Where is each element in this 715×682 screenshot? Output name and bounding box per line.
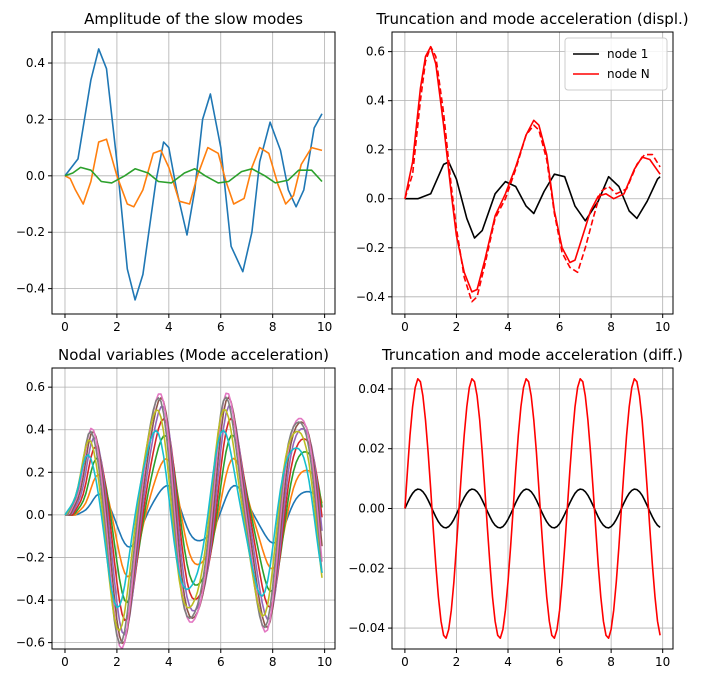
series-group (64, 48, 323, 301)
series-group (404, 378, 661, 639)
x-tick-label: 2 (453, 320, 461, 334)
y-tick-label: 0.0 (26, 169, 45, 183)
y-tick-label: −0.4 (356, 290, 385, 304)
series-line-8 (65, 396, 323, 645)
y-tick-label: 0.4 (26, 56, 45, 70)
series-line-2 (64, 138, 323, 208)
axes-frame (391, 31, 674, 315)
x-tick-label: 6 (217, 655, 225, 669)
y-tick-label: −0.4 (16, 282, 45, 296)
x-tick-label: 2 (113, 655, 121, 669)
x-tick-label: 0 (401, 655, 409, 669)
series-line-1 (404, 161, 661, 239)
y-tick-label: 0.4 (26, 423, 45, 437)
x-tick-label: 10 (317, 320, 332, 334)
y-tick-label: −0.2 (16, 550, 45, 564)
x-tick-label: 4 (165, 655, 173, 669)
y-tick-label: −0.2 (16, 225, 45, 239)
y-tick-label: 0.2 (366, 143, 385, 157)
y-tick-label: 0.00 (358, 502, 385, 516)
x-tick-label: 4 (165, 320, 173, 334)
x-tick-label: 4 (504, 655, 512, 669)
series-line-1 (64, 48, 323, 301)
x-tick-label: 4 (504, 320, 512, 334)
series-line-1 (404, 488, 661, 529)
chart-title: Nodal variables (Mode acceleration) (58, 346, 329, 364)
y-tick-label: −0.02 (348, 561, 385, 575)
chart-title: Truncation and mode acceleration (displ.… (375, 10, 688, 28)
series-group (404, 45, 661, 303)
y-tick-label: 0.2 (26, 465, 45, 479)
x-tick-label: 8 (607, 655, 615, 669)
y-tick-label: 0.0 (26, 508, 45, 522)
x-tick-label: 8 (607, 320, 615, 334)
x-tick-label: 0 (61, 655, 69, 669)
y-tick-label: 0.02 (358, 442, 385, 456)
x-tick-label: 6 (556, 320, 564, 334)
legend-box (564, 37, 668, 91)
y-tick-label: −0.4 (16, 593, 45, 607)
series-line-2 (404, 378, 661, 639)
chart-panel-3: 0 2 4 6 8 10 −0.6 −0.4 −0.2 0.0 0.2 0.4 0.6 Nodal var… (16, 346, 336, 669)
chart-panel-4: 0 2 4 6 8 10 −0.04 −0.02 0.00 0.02 0.04 Truncation … (348, 346, 683, 669)
x-tick-label: 2 (453, 655, 461, 669)
series-line-5 (65, 405, 323, 636)
y-tick-label: 0.2 (26, 112, 45, 126)
x-tick-label: 10 (317, 655, 332, 669)
x-tick-label: 10 (655, 655, 670, 669)
chart-panel-2: 0 2 4 6 8 10 −0.4 −0.2 0.0 0.2 0.4 0.6 Truncation an… (356, 10, 689, 334)
y-tick-label: 0.6 (26, 380, 45, 394)
legend-label: node 1 (607, 47, 648, 61)
x-tick-label: 0 (61, 320, 69, 334)
y-tick-label: 0.6 (366, 45, 385, 59)
series-line-6 (65, 396, 323, 645)
axes-frame (51, 31, 336, 315)
y-tick-label: 0.04 (358, 382, 385, 396)
y-tick-label: 0.4 (366, 94, 385, 108)
axes-frame (51, 367, 336, 650)
series-line-3 (404, 45, 661, 303)
x-tick-label: 6 (556, 655, 564, 669)
series-line-2 (404, 45, 661, 293)
series-line-7 (65, 392, 323, 649)
series-group (64, 392, 323, 649)
chart-title: Amplitude of the slow modes (84, 10, 303, 28)
x-tick-label: 2 (113, 320, 121, 334)
x-tick-label: 0 (401, 320, 409, 334)
y-tick-label: −0.2 (356, 241, 385, 255)
x-tick-label: 10 (655, 320, 670, 334)
x-tick-label: 6 (217, 320, 225, 334)
series-line-3 (64, 166, 323, 184)
legend-label: node N (607, 67, 650, 81)
y-tick-label: −0.04 (348, 621, 385, 635)
y-tick-label: −0.6 (16, 636, 45, 650)
y-tick-label: 0.0 (366, 192, 385, 206)
x-tick-label: 8 (269, 320, 277, 334)
series-line-10 (64, 429, 323, 609)
legend: node 1 node N (564, 37, 668, 91)
chart-title: Truncation and mode acceleration (diff.) (381, 346, 683, 364)
x-tick-label: 8 (269, 655, 277, 669)
chart-panel-1: 0 2 4 6 8 10 −0.4 −0.2 0.0 0.2 0.4 Amplitude of the… (16, 10, 336, 334)
